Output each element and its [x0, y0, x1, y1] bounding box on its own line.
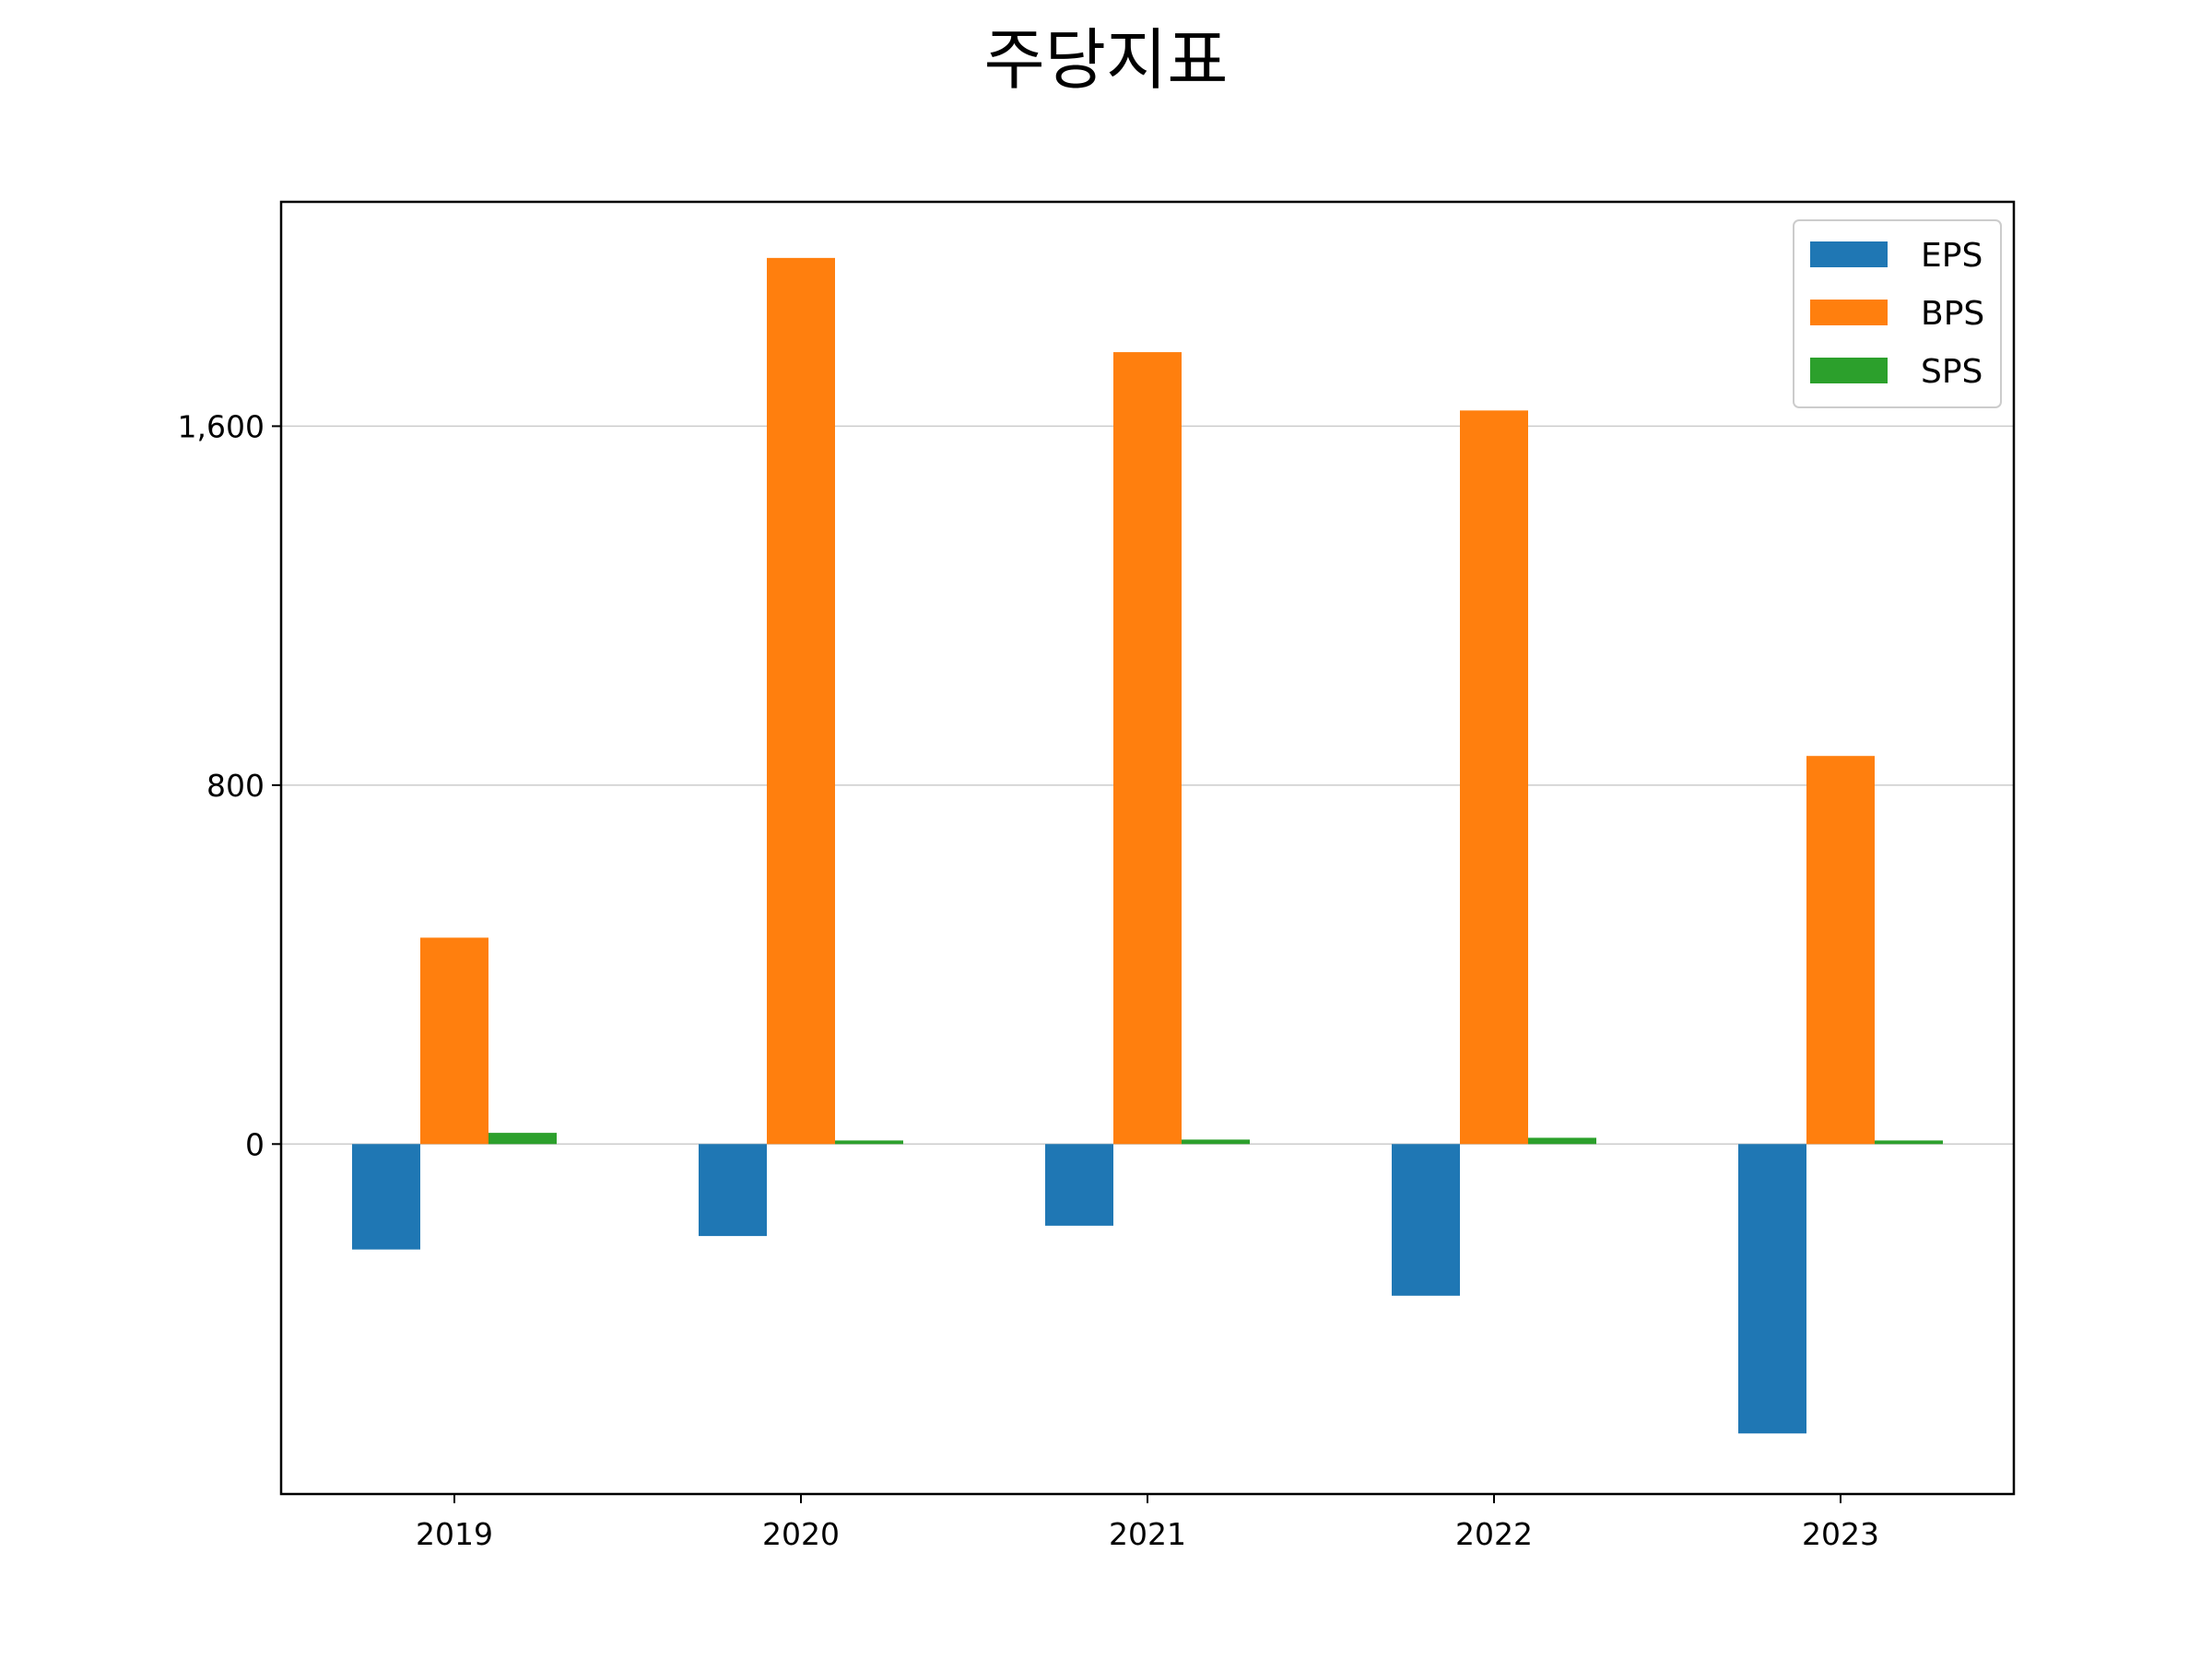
ytick-label-1,600: 1,600 — [178, 408, 265, 444]
bar-eps-2020 — [699, 1144, 767, 1237]
bars — [352, 257, 1943, 1434]
bar-sps-2022 — [1528, 1137, 1596, 1145]
ytick-label-0: 0 — [245, 1126, 265, 1162]
legend-swatch-eps — [1810, 241, 1888, 267]
bar-eps-2019 — [352, 1144, 420, 1250]
bar-bps-2019 — [420, 937, 488, 1145]
bar-bps-2020 — [767, 257, 835, 1145]
bar-eps-2023 — [1738, 1144, 1806, 1434]
bar-sps-2023 — [1875, 1140, 1943, 1145]
xtick-label-2022: 2022 — [1455, 1516, 1533, 1552]
bar-sps-2020 — [835, 1140, 903, 1145]
xtick-label-2019: 2019 — [416, 1516, 493, 1552]
bar-bps-2022 — [1460, 410, 1528, 1145]
bar-bps-2023 — [1806, 756, 1875, 1145]
bar-sps-2019 — [488, 1133, 557, 1145]
legend-swatch-bps — [1810, 300, 1888, 325]
bar-eps-2021 — [1045, 1144, 1113, 1226]
xtick-label-2021: 2021 — [1109, 1516, 1186, 1552]
x-axis: 2019 2020 2021 2022 2023 — [416, 1494, 1879, 1552]
legend-swatch-sps — [1810, 358, 1888, 383]
legend-label-bps: BPS — [1921, 295, 1984, 333]
chart-title: 주당지표 — [984, 21, 1229, 99]
bar-bps-2021 — [1113, 352, 1182, 1145]
legend: EPS BPS SPS — [1793, 219, 2002, 408]
xtick-label-2023: 2023 — [1802, 1516, 1879, 1552]
legend-label-eps: EPS — [1921, 237, 1983, 275]
legend-label-sps: SPS — [1921, 353, 1983, 391]
y-axis: 0 800 1,600 — [178, 408, 281, 1162]
bar-sps-2021 — [1182, 1139, 1250, 1145]
bar-eps-2022 — [1392, 1144, 1460, 1296]
ytick-label-800: 800 — [206, 768, 265, 804]
xtick-label-2020: 2020 — [762, 1516, 840, 1552]
